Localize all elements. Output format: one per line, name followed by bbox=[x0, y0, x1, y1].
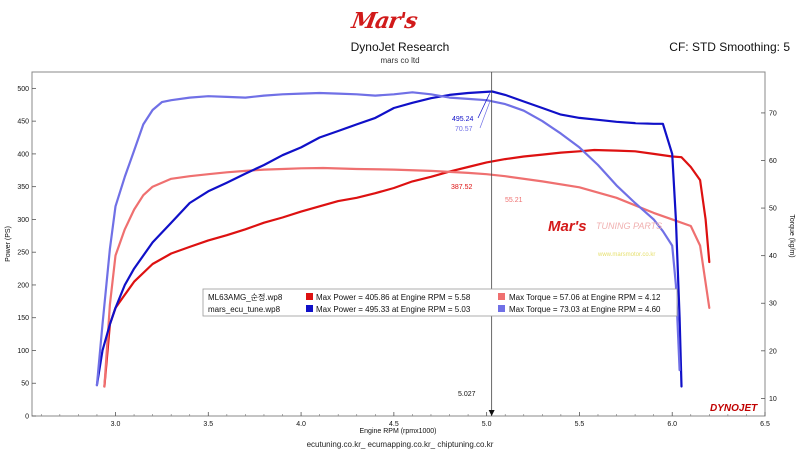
series-line-tune_torque bbox=[95, 91, 681, 387]
y-left-tick-label: 500 bbox=[17, 86, 29, 93]
readout-arrow-power bbox=[477, 93, 490, 119]
axes-layer: 3.0 3.5 4.0 4.5 5.0 5.5 6.0 6.5 0 50 100 150 200 250 3… bbox=[17, 86, 777, 428]
y-left-tick-label: 100 bbox=[17, 348, 29, 355]
y-right-tick-label: 40 bbox=[769, 253, 777, 260]
y-left-tick-label: 0 bbox=[25, 414, 29, 421]
dynojet-brand: DYNOJET bbox=[710, 403, 758, 414]
y-left-tick-label: 350 bbox=[17, 184, 29, 191]
legend-swatch-stock-power bbox=[306, 293, 313, 300]
y-left-tick-label: 50 bbox=[21, 381, 29, 388]
footer-websites: ecutuning.co.kr_ ecumapping.co.kr_ chipt… bbox=[306, 440, 494, 449]
x-tick-label: 5.5 bbox=[575, 421, 585, 428]
readout-stock-power: 387.52 bbox=[451, 184, 473, 191]
legend-swatch-tune-power bbox=[306, 305, 313, 312]
series-line-stock_torque bbox=[103, 166, 711, 388]
correction-factor-label: CF: STD Smoothing: 5 bbox=[669, 40, 790, 54]
legend-power-1: Max Power = 405.86 at Engine RPM = 5.58 bbox=[316, 293, 471, 302]
x-tick-label: 3.5 bbox=[203, 421, 213, 428]
y-right-tick-label: 30 bbox=[769, 301, 777, 308]
chart-subtitle: mars co ltd bbox=[380, 56, 420, 65]
watermark-url: www.marsmotor.co.kr bbox=[597, 252, 655, 258]
readout-arrow-torque bbox=[479, 102, 490, 129]
readout-stock-torque: 55.21 bbox=[505, 197, 523, 204]
readout-tune-power: 495.24 bbox=[452, 116, 474, 123]
y-left-tick-label: 200 bbox=[17, 282, 29, 289]
legend-torque-1: Max Torque = 57.06 at Engine RPM = 4.12 bbox=[509, 293, 661, 302]
cursor-marker bbox=[488, 410, 495, 416]
y-right-tick-label: 10 bbox=[769, 396, 777, 403]
y-left-tick-label: 250 bbox=[17, 250, 29, 257]
x-tick-label: 6.5 bbox=[760, 421, 770, 428]
y-right-tick-label: 70 bbox=[769, 110, 777, 117]
legend-file-1: ML63AMG_순정.wp8 bbox=[208, 292, 283, 302]
legend-swatch-tune-torque bbox=[498, 305, 505, 312]
legend-file-2: mars_ecu_tune.wp8 bbox=[208, 305, 281, 314]
y-right-tick-label: 60 bbox=[769, 158, 777, 165]
plot-area bbox=[31, 71, 766, 417]
y-axis-right-label: Torque (kg/m) bbox=[788, 214, 795, 257]
watermark-text: TUNING PARTS bbox=[596, 221, 662, 231]
x-axis-label: Engine RPM (rpmx1000) bbox=[359, 428, 436, 435]
chart-title: DynoJet Research bbox=[350, 40, 450, 54]
y-right-tick-label: 50 bbox=[769, 206, 777, 213]
y-left-tick-label: 150 bbox=[17, 315, 29, 322]
x-tick-label: 6.0 bbox=[667, 421, 677, 428]
legend: ML63AMG_순정.wp8 Max Power = 405.86 at Eng… bbox=[202, 288, 678, 317]
series-layer bbox=[95, 72, 711, 416]
watermark-logo: Mar's bbox=[548, 218, 587, 235]
series-line-stock_power bbox=[103, 148, 711, 388]
legend-power-2: Max Power = 495.33 at Engine RPM = 5.03 bbox=[316, 305, 471, 314]
y-left-tick-label: 400 bbox=[17, 151, 29, 158]
y-right-tick-label: 20 bbox=[769, 348, 777, 355]
y-left-tick-label: 300 bbox=[17, 217, 29, 224]
readout-tune-torque: 70.57 bbox=[455, 126, 473, 133]
x-tick-label: 5.0 bbox=[482, 421, 492, 428]
series-line-tune_power bbox=[95, 90, 683, 388]
x-tick-label: 4.0 bbox=[296, 421, 306, 428]
x-tick-label: 3.0 bbox=[111, 421, 121, 428]
cursor-rpm-label: 5.027 bbox=[458, 391, 476, 398]
legend-swatch-stock-torque bbox=[498, 293, 505, 300]
y-axis-left-label: Power (PS) bbox=[5, 226, 12, 262]
legend-torque-2: Max Torque = 73.03 at Engine RPM = 4.60 bbox=[509, 305, 661, 314]
y-left-tick-label: 450 bbox=[17, 119, 29, 126]
x-tick-label: 4.5 bbox=[389, 421, 399, 428]
